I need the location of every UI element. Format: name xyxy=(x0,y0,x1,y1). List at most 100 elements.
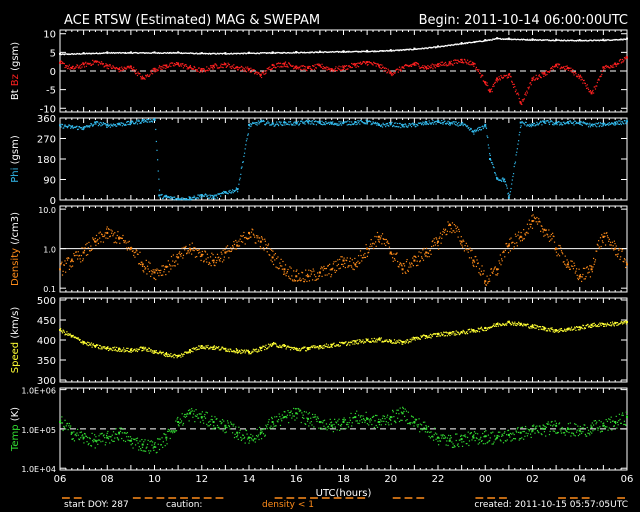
y-axis-label-part: Density xyxy=(10,248,21,286)
series-dot xyxy=(426,123,428,125)
series-dot xyxy=(352,50,354,53)
series-dot xyxy=(318,120,320,123)
series-dot xyxy=(163,354,166,357)
series-dot xyxy=(158,52,160,54)
series-dot xyxy=(270,259,272,261)
series-dot xyxy=(398,122,401,125)
series-dot xyxy=(354,257,356,260)
series-dot xyxy=(494,172,496,174)
series-dot xyxy=(223,192,225,194)
series-dot xyxy=(225,63,227,65)
data-point xyxy=(472,259,475,262)
series-dot xyxy=(401,123,403,125)
series-dot xyxy=(327,265,329,267)
series-dot xyxy=(506,245,508,247)
series-dot xyxy=(86,63,88,65)
series-dot xyxy=(485,40,487,42)
series-dot xyxy=(90,53,93,55)
series-dot xyxy=(434,120,437,123)
series-dot xyxy=(288,124,290,126)
series-dot xyxy=(521,236,523,238)
series-dot xyxy=(560,67,562,69)
series-dot xyxy=(317,63,319,65)
series-dot xyxy=(601,234,603,236)
series-dot xyxy=(201,194,203,196)
series-dot xyxy=(595,250,597,252)
series-dot xyxy=(244,352,246,354)
series-dot xyxy=(509,250,512,252)
series-dot xyxy=(294,121,297,123)
series-dot xyxy=(269,254,271,256)
series-dot xyxy=(424,47,426,49)
series-dot xyxy=(266,52,268,55)
series-dot xyxy=(554,66,556,68)
series-dot xyxy=(101,124,103,126)
series-dot xyxy=(407,65,409,67)
series-dot xyxy=(467,127,469,129)
series-dot xyxy=(532,125,534,127)
series-dot xyxy=(541,225,543,227)
series-dot xyxy=(120,70,122,72)
series-dot xyxy=(161,351,163,354)
series-dot xyxy=(375,65,377,67)
series-dot xyxy=(165,194,168,197)
series-dot xyxy=(418,251,420,253)
series-dot xyxy=(100,61,103,63)
series-dot xyxy=(445,234,447,236)
series-dot xyxy=(286,52,288,54)
series-dot xyxy=(131,67,133,70)
series-dot xyxy=(261,72,263,74)
series-dot xyxy=(362,50,364,52)
series-dot xyxy=(210,346,212,348)
series-dot xyxy=(102,235,104,238)
series-dot xyxy=(281,124,283,126)
series-dot xyxy=(275,66,277,69)
series-dot xyxy=(184,65,186,67)
series-dot xyxy=(579,39,581,41)
series-dot xyxy=(267,244,269,247)
series-dot xyxy=(167,260,169,262)
series-dot xyxy=(519,101,522,103)
y-tick-label: 500 xyxy=(37,296,56,307)
series-dot xyxy=(313,52,315,54)
series-dot xyxy=(553,124,555,126)
series-dot xyxy=(456,62,459,64)
series-dot xyxy=(259,52,261,54)
series-dot xyxy=(420,67,422,69)
series-dot xyxy=(439,46,441,48)
series-dot xyxy=(405,125,408,127)
series-dot xyxy=(92,52,94,55)
series-dot xyxy=(349,124,351,126)
series-dot xyxy=(361,63,363,65)
series-dot xyxy=(478,69,480,71)
series-dot xyxy=(67,125,69,128)
series-dot xyxy=(568,266,570,268)
series-dot xyxy=(107,52,109,54)
series-dot xyxy=(66,334,69,336)
series-dot xyxy=(403,126,406,128)
series-dot xyxy=(296,280,299,282)
series-dot xyxy=(385,50,387,52)
series-dot xyxy=(267,68,269,70)
series-dot xyxy=(175,63,177,66)
data-point xyxy=(118,237,121,240)
series-dot xyxy=(512,248,515,250)
series-dot xyxy=(232,67,234,69)
series-dot xyxy=(216,347,218,349)
series-dot xyxy=(317,278,319,280)
series-dot xyxy=(111,51,113,54)
series-dot xyxy=(145,76,147,78)
series-dot xyxy=(417,124,419,127)
series-dot xyxy=(340,69,343,71)
series-dot xyxy=(67,333,69,335)
series-dot xyxy=(385,122,387,125)
series-dot xyxy=(559,122,561,124)
series-dot xyxy=(603,232,605,234)
series-dot xyxy=(106,346,108,349)
series-dot xyxy=(461,244,463,246)
series-dot xyxy=(195,68,197,71)
series-dot xyxy=(508,243,510,245)
series-dot xyxy=(392,50,394,52)
series-dot xyxy=(133,66,135,68)
series-dot xyxy=(478,268,481,270)
